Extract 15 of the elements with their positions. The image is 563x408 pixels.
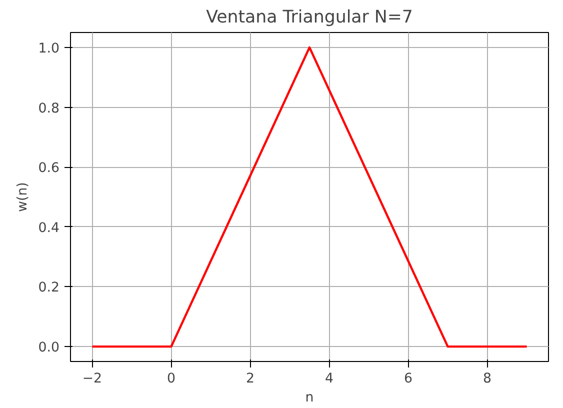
x-tick-label: 0 xyxy=(166,372,176,386)
x-tick-label: −2 xyxy=(82,372,102,386)
y-axis-title: w(n) xyxy=(15,182,30,212)
x-tick-label: 2 xyxy=(246,372,254,386)
y-tick-label: 0.0 xyxy=(38,340,60,356)
x-axis-title: n xyxy=(305,390,314,406)
chart-title: Ventana Triangular N=7 xyxy=(206,8,413,28)
y-tick-label: 0.4 xyxy=(38,220,60,236)
y-tick-label: 0.8 xyxy=(38,101,60,116)
y-tick-label: 1.0 xyxy=(38,41,60,56)
y-tick-label: 0.2 xyxy=(38,280,60,296)
x-tick-label: 6 xyxy=(404,372,413,386)
x-tick-label: 8 xyxy=(483,372,492,386)
x-tick-label: 4 xyxy=(325,372,334,386)
y-tick-label: 0.6 xyxy=(38,161,60,176)
